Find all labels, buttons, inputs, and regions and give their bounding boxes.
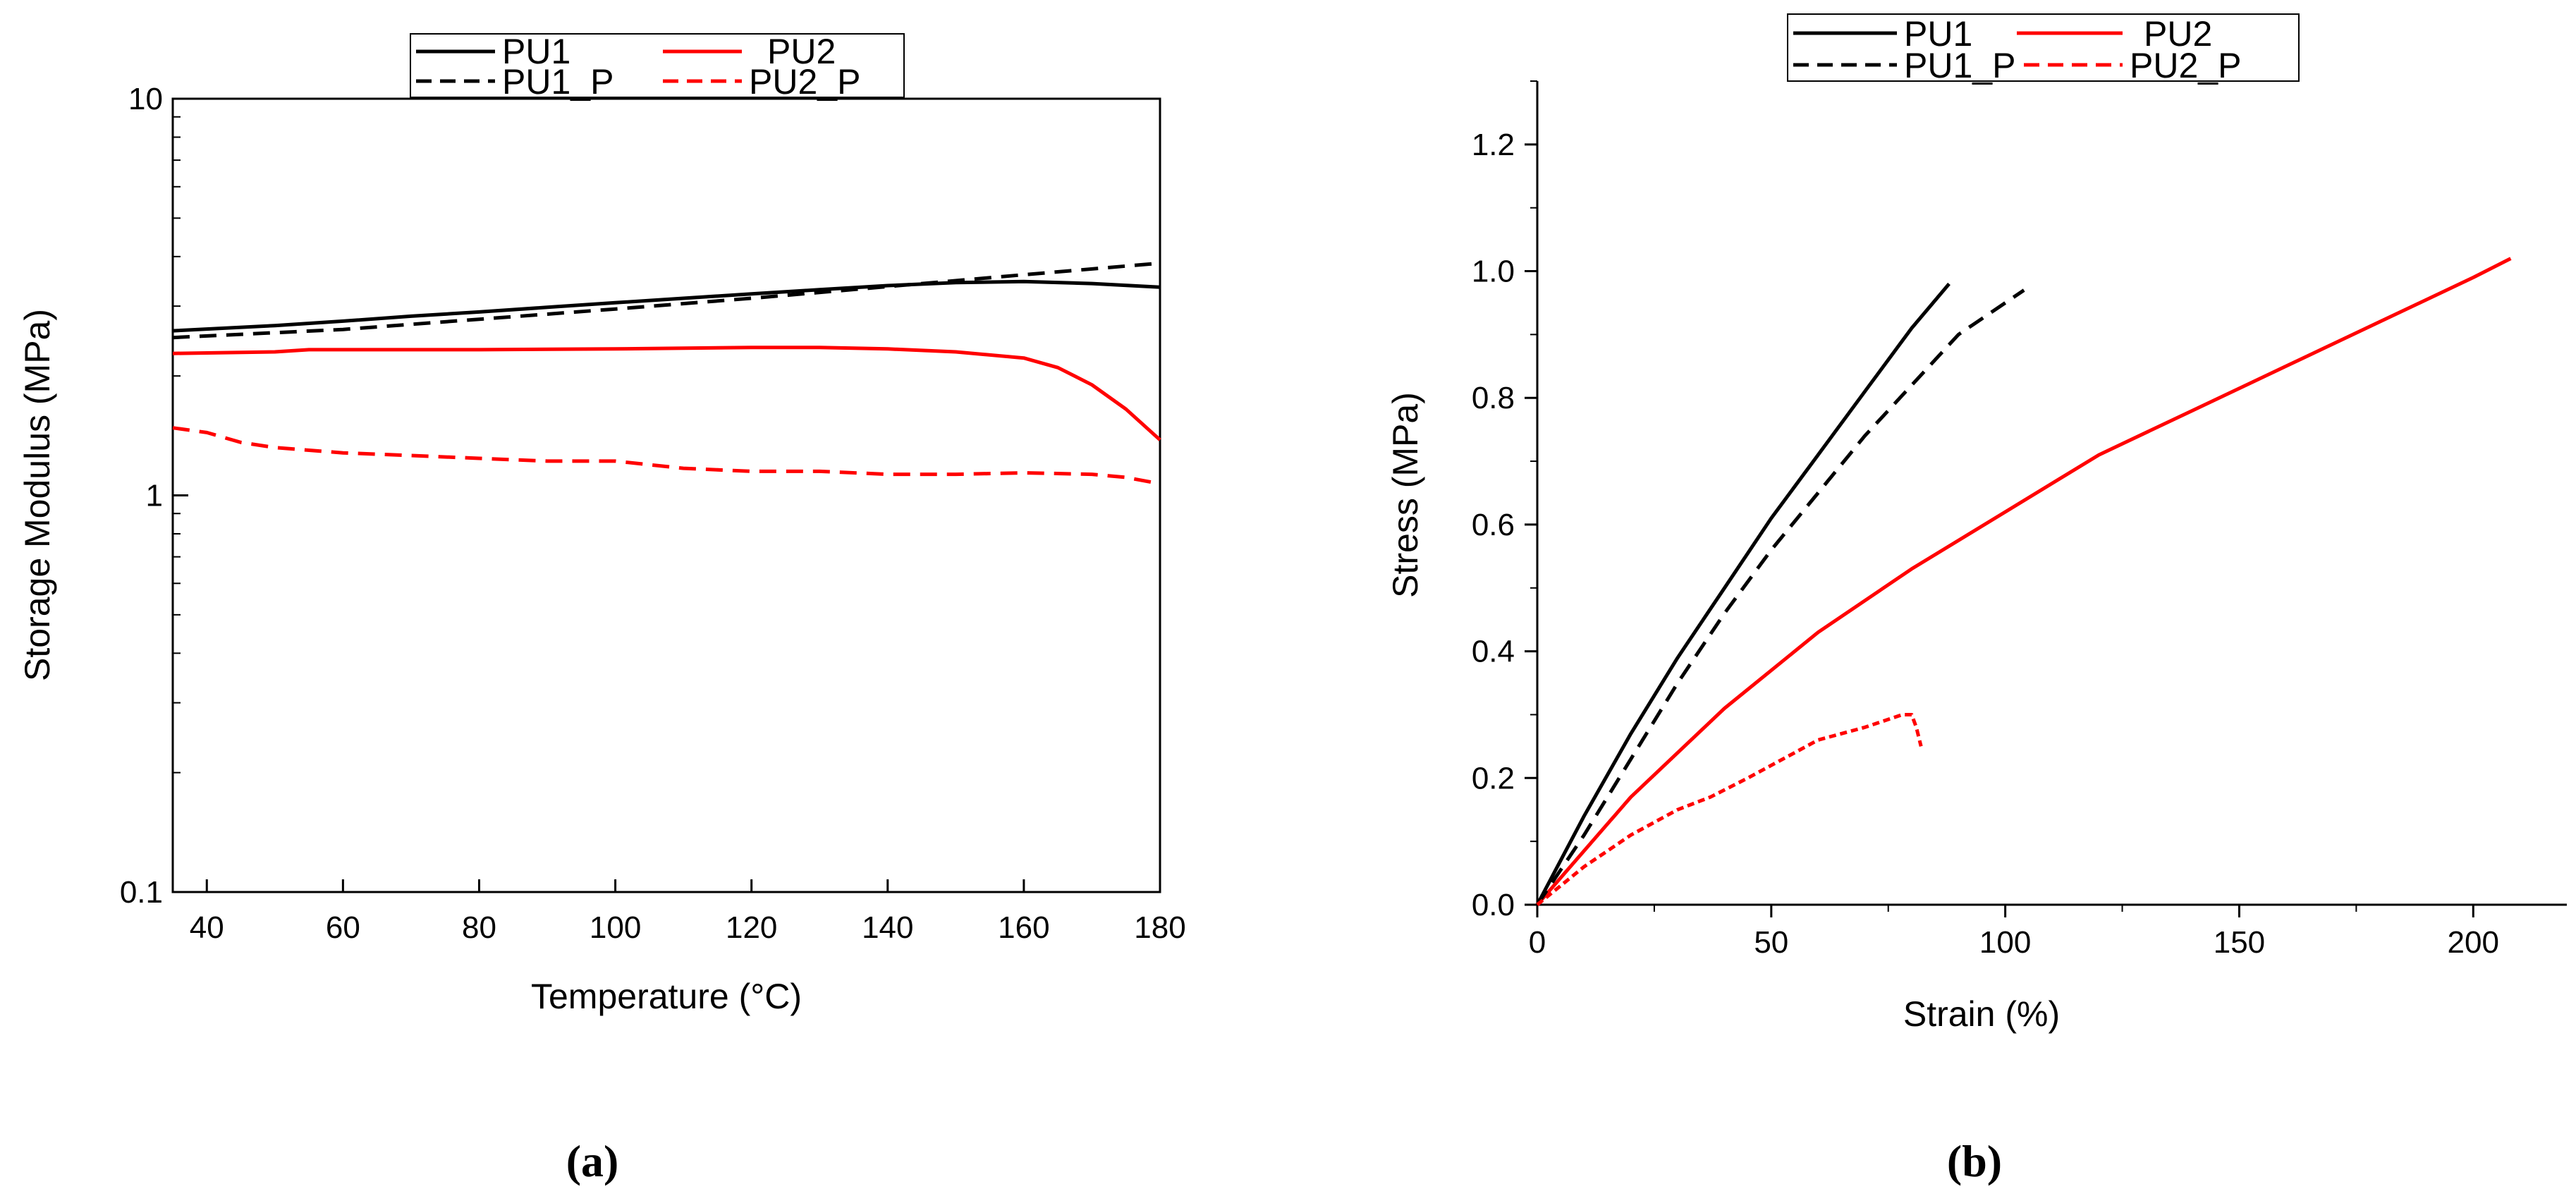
panel-a-x-tick-label: 180: [1134, 910, 1185, 945]
panel-b-legend-box: [1787, 13, 2300, 82]
panel-a-plot-frame: [171, 97, 1161, 893]
panel-a-x-tick-label: 80: [462, 910, 496, 945]
panel-b-series: [1535, 257, 2512, 906]
panel-a-x-axis-label: Temperature (°C): [531, 977, 802, 1016]
panel-b-x-axis-label: Strain (%): [1903, 994, 2060, 1034]
panel-b-y-tick-label: 1.2: [1472, 128, 1515, 162]
panel-b-legend: PU1 PU2 PU1_P PU2_P: [1787, 13, 2300, 85]
panel-a-x-tick-label: 100: [590, 910, 641, 945]
panel-b-y-axis-label: Stress (MPa): [1386, 392, 1425, 598]
panel-a-x-tick-label: 160: [998, 910, 1049, 945]
panel-a-y-axis-label: Storage Modulus (MPa): [18, 309, 57, 681]
panel-a-series: [172, 261, 1161, 486]
panel-b-y-tick-label: 0.6: [1472, 508, 1515, 542]
panel-b-y-tick-label: 0.0: [1472, 888, 1515, 922]
panel-b-y-tick-label: 0.4: [1472, 635, 1515, 669]
panel-a-x-tick-label: 60: [326, 910, 360, 945]
panel-b-x-tick-label: 50: [1754, 925, 1788, 960]
panel-b-label: (b): [1947, 1136, 2002, 1186]
panel-a-series-pu2-p: [172, 426, 1161, 486]
panel-a-label: (a): [566, 1136, 619, 1186]
panel-a-x-tick-label: 120: [726, 910, 777, 945]
panel-a-series-pu1: [172, 279, 1161, 333]
panel-b-series-pu1: [1535, 282, 1951, 906]
panel-a-legend-box: [410, 33, 905, 98]
panel-a-series-pu2: [172, 346, 1161, 441]
panel-b-x-ticks: 0 50 100 150 200: [1529, 905, 2499, 960]
panel-b-x-tick-label: 0: [1529, 925, 1546, 960]
panel-a-y-tick-label: 0.1: [120, 875, 163, 910]
legend-label-pu2-p: PU2_P: [749, 62, 860, 102]
panel-b-x-tick-label: 200: [2448, 925, 2499, 960]
panel-b-y-tick-label: 0.8: [1472, 381, 1515, 415]
panel-a-x-tick-label: 40: [190, 910, 224, 945]
panel-a-x-ticks: 40 60 80 100 120 140 160 180: [190, 879, 1186, 945]
panel-a-series-pu1-p: [172, 261, 1161, 340]
panel-a-x-tick-label: 140: [862, 910, 913, 945]
panel-b-chart: 0 50 100 150 200 0.0 0.2 0.4 0.6 0.8 1.0 1.2 Strai…: [1386, 13, 2567, 1186]
panel-a-chart: 40 60 80 100 120 140 160 180 0.1 1 10 Temperature…: [18, 32, 1186, 1186]
legend-label-pu1: PU1: [502, 32, 570, 71]
legend-b-label-pu2: PU2: [2144, 14, 2212, 54]
panel-b-series-pu2: [1536, 257, 2512, 906]
panel-b-y-tick-label: 1.0: [1472, 255, 1515, 289]
legend-label-pu2: PU2: [767, 32, 836, 71]
legend-label-pu1-p: PU1_P: [502, 62, 614, 102]
legend-b-label-pu2-p: PU2_P: [2130, 46, 2241, 85]
panel-b-x-tick-label: 150: [2214, 925, 2265, 960]
panel-b-y-ticks: 0.0 0.2 0.4 0.6 0.8 1.0 1.2: [1472, 80, 1537, 922]
panel-a-y-ticks: 0.1 1 10: [120, 82, 188, 910]
legend-b-label-pu1-p: PU1_P: [1904, 46, 2015, 85]
panel-a-y-tick-label: 10: [128, 82, 163, 116]
panel-a-legend: PU1 PU2 PU1_P PU2_P: [410, 32, 905, 102]
panel-a-y-tick-label: 1: [146, 479, 163, 513]
panel-b-series-pu1-p: [1535, 288, 2025, 906]
panel-b-x-tick-label: 100: [1979, 925, 2031, 960]
legend-b-label-pu1: PU1: [1904, 14, 1972, 54]
panel-b-series-pu2-p: [1536, 713, 1923, 906]
panel-b-y-tick-label: 0.2: [1472, 761, 1515, 795]
